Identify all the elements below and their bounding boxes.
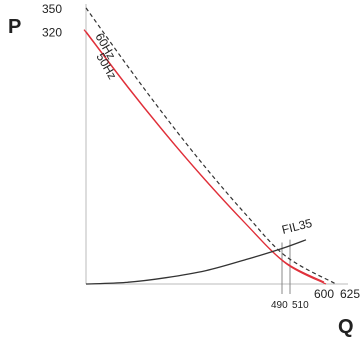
- y-axis-label: P: [8, 16, 21, 38]
- series-line-50hz-outer: [83, 29, 325, 283]
- y-tick-label-320: 320: [42, 26, 62, 40]
- series-line-60hz: [85, 7, 337, 285]
- x-axis-label: Q: [338, 316, 354, 338]
- x-tick-label-625: 625: [340, 287, 360, 301]
- axes: [85, 4, 348, 285]
- series-line-50hz: [85, 31, 327, 285]
- x-tick-label-600: 600: [314, 287, 334, 301]
- x-tick-label-510: 510: [292, 300, 309, 311]
- tick-labels: 350 320 490 510 600 625: [42, 2, 360, 311]
- series-line-fil35: [85, 239, 307, 285]
- x-tick-label-490: 490: [271, 300, 288, 311]
- series-layer: [83, 7, 337, 285]
- series-label-fil35: FIL35: [280, 216, 313, 237]
- y-tick-label-350: 350: [42, 2, 62, 16]
